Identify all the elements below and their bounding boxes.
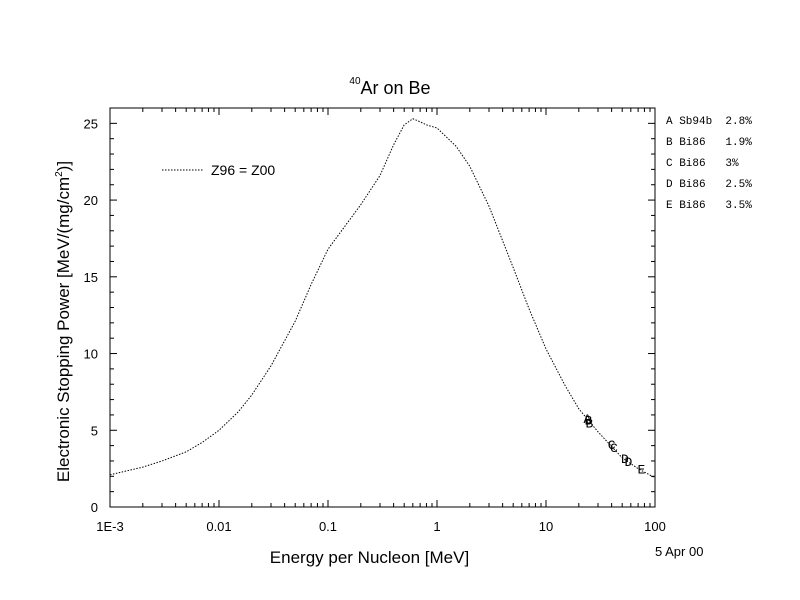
title-main: Ar on Be (360, 78, 431, 98)
labels-layer: 1E-3 0.01 0.1 1 10 100 0 5 10 15 20 25 Energy per Nu… (54, 116, 666, 567)
data-marker: D (621, 452, 629, 467)
data-marker: A (584, 412, 592, 427)
data-marker: C (608, 438, 616, 453)
x-tick-label: 100 (644, 519, 666, 534)
reference-legend-row: B Bi86 1.9% (666, 137, 752, 149)
reference-legend: A Sb94b 2.8% B Bi86 1.9% C Bi86 3% D Bi86 2… (666, 112, 752, 217)
reference-legend-row: E Bi86 3.5% (666, 200, 752, 212)
chart-title: 40Ar on Be (300, 76, 480, 99)
series-line (109, 118, 656, 479)
reference-legend-row: A Sb94b 2.8% (666, 116, 752, 128)
reference-legend-row: D Bi86 2.5% (666, 179, 752, 191)
title-superscript: 40 (349, 76, 361, 87)
x-tick-label: 1E-3 (96, 519, 123, 534)
data-marker: C (610, 441, 618, 456)
y-tick-label: 10 (84, 347, 98, 362)
series-layer (109, 118, 656, 479)
legend-label: Z96 = Z00 (211, 162, 275, 178)
axes (109, 107, 656, 508)
y-tick-label: 25 (84, 116, 98, 131)
data-marker: B (585, 414, 593, 429)
x-tick-label: 1 (433, 519, 440, 534)
x-tick-label: 10 (539, 519, 553, 534)
x-axis-label: Energy per Nucleon [MeV] (270, 548, 469, 567)
plot-frame (109, 107, 656, 508)
x-tick-label: 0.1 (319, 519, 337, 534)
data-marker: E (637, 463, 645, 478)
data-marker: B (585, 417, 593, 432)
y-tick-label: 5 (91, 423, 98, 438)
y-tick-label: 0 (91, 500, 98, 515)
y-tick-label: 15 (84, 270, 98, 285)
reference-legend-row: C Bi86 3% (666, 158, 739, 170)
chart-date: 5 Apr 00 (655, 544, 704, 559)
y-tick-label: 20 (84, 193, 98, 208)
x-tick-label: 0.01 (206, 519, 231, 534)
data-marker: D (624, 455, 632, 470)
y-axis-label: Electronic Stopping Power [MeV/(mg/cm2)] (54, 161, 73, 482)
